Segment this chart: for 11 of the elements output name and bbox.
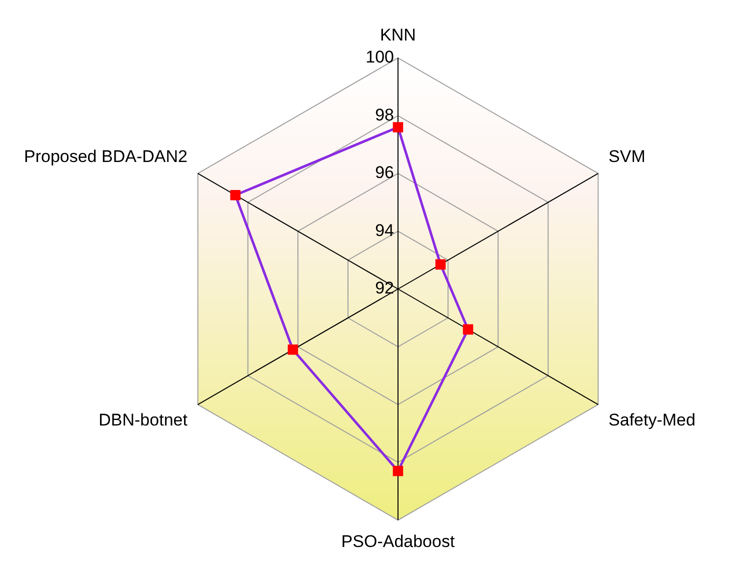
spoke-label: Safety-Med: [608, 410, 696, 430]
spoke-label: SVM: [608, 146, 646, 166]
spoke-label: KNN: [380, 25, 416, 44]
y-tick-label: 98: [375, 105, 394, 124]
spoke-label: PSO-Adaboost: [341, 532, 455, 551]
y-tick-label: 92: [375, 278, 394, 298]
spoke-label: Proposed BDA-DAN2: [24, 146, 188, 166]
y-tick-label: 100: [366, 48, 394, 67]
y-tick-label: 94: [375, 220, 394, 240]
y-tick-label: 96: [375, 163, 394, 182]
spoke-label: DBN-botnet: [98, 410, 188, 430]
